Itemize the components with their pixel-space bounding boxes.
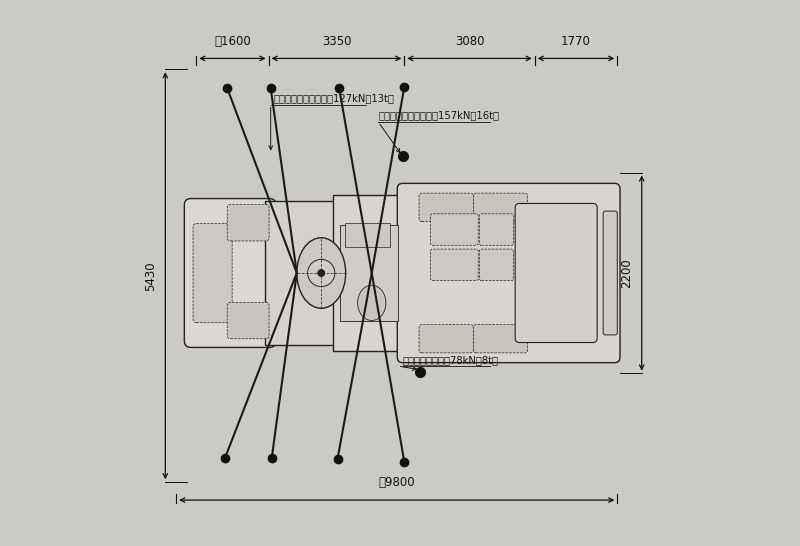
Ellipse shape	[358, 285, 386, 321]
FancyBboxPatch shape	[193, 223, 232, 323]
FancyBboxPatch shape	[430, 214, 478, 245]
Text: 3080: 3080	[454, 34, 484, 48]
FancyBboxPatch shape	[474, 325, 528, 353]
FancyBboxPatch shape	[419, 325, 474, 353]
FancyBboxPatch shape	[398, 183, 620, 363]
FancyBboxPatch shape	[479, 249, 514, 281]
Text: 1770: 1770	[561, 34, 591, 48]
FancyBboxPatch shape	[227, 205, 269, 241]
FancyBboxPatch shape	[479, 214, 514, 245]
Text: ジャッキ反力センター157kN（16t）: ジャッキ反力センター157kN（16t）	[378, 110, 499, 121]
FancyBboxPatch shape	[184, 199, 276, 347]
FancyBboxPatch shape	[340, 225, 398, 321]
Text: 2200: 2200	[621, 258, 634, 288]
FancyBboxPatch shape	[266, 201, 337, 345]
FancyBboxPatch shape	[227, 302, 269, 339]
FancyBboxPatch shape	[474, 193, 528, 221]
FancyBboxPatch shape	[419, 193, 474, 221]
Text: 5430: 5430	[144, 261, 157, 290]
FancyBboxPatch shape	[603, 211, 618, 335]
Text: 3350: 3350	[322, 34, 351, 48]
Circle shape	[318, 270, 325, 276]
Ellipse shape	[297, 238, 346, 308]
Text: ジャッキ反力リア78kN（8t）: ジャッキ反力リア78kN（8t）	[402, 355, 498, 365]
Text: ジャッキ反力フロント127kN（13t）: ジャッキ反力フロント127kN（13t）	[274, 93, 394, 103]
Text: 約1600: 約1600	[214, 34, 250, 48]
FancyBboxPatch shape	[430, 249, 478, 281]
Circle shape	[308, 259, 335, 287]
FancyBboxPatch shape	[515, 204, 597, 342]
Text: 約9800: 約9800	[378, 476, 415, 489]
FancyBboxPatch shape	[333, 195, 426, 351]
FancyBboxPatch shape	[345, 223, 390, 247]
